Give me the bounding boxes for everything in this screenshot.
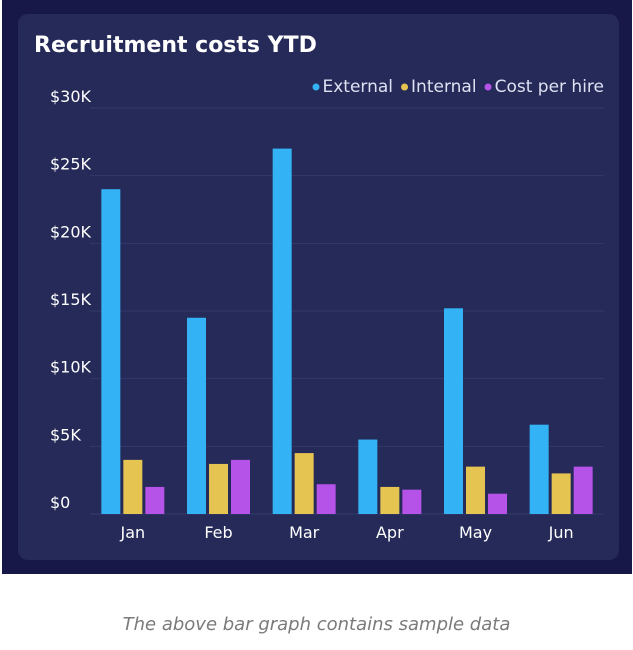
y-tick-label: $20K — [50, 222, 92, 241]
y-tick-label: $0 — [50, 493, 70, 512]
chart-title: Recruitment costs YTD — [34, 33, 317, 58]
bar-cost-per-hire-mar — [316, 484, 336, 514]
legend-label: Internal — [411, 77, 477, 97]
chart-caption: The above bar graph contains sample data — [122, 614, 511, 635]
legend-dot — [484, 83, 492, 91]
bar-cost-per-hire-may — [488, 493, 507, 514]
bar-internal-may — [466, 466, 485, 514]
y-tick-label: $25K — [50, 155, 92, 174]
bar-internal-feb — [209, 463, 228, 514]
bar-external-feb — [187, 317, 206, 514]
x-tick-label: May — [459, 523, 492, 542]
bar-chart: Recruitment costs YTD $0$5K$10K$15K$20K$… — [34, 33, 604, 542]
bar-external-may — [444, 308, 463, 514]
bar-internal-mar — [294, 453, 314, 514]
y-tick-label: $10K — [50, 358, 92, 377]
bar-internal-jun — [551, 473, 571, 514]
legend-item: Internal — [401, 77, 477, 97]
chart-frame: Recruitment costs YTD $0 $5K $10K $15K $20K $… — [2, 0, 632, 574]
x-axis-ticks: Jan Feb Mar Apr May Jun — [119, 523, 573, 542]
bar-cost-per-hire-feb — [231, 459, 250, 514]
y-tick-label: $5K — [50, 425, 81, 444]
y-tick-label: $15K — [50, 290, 92, 309]
chart-card: Recruitment costs YTD $0 $5K $10K $15K $20K $… — [18, 14, 619, 560]
bar-cost-per-hire-apr — [402, 489, 422, 514]
legend-label: External — [323, 77, 394, 97]
bar-external-jan — [101, 189, 121, 514]
legend-dot — [401, 83, 409, 91]
legend-item: External — [312, 77, 394, 97]
legend: External Internal Cost per hire — [312, 77, 604, 97]
bars — [101, 148, 593, 514]
bar-cost-per-hire-jun — [573, 466, 593, 514]
y-axis-ticks: $0 $5K $10K $15K $20K $25K $30K — [50, 87, 92, 512]
legend-item: Cost per hire — [484, 77, 604, 97]
x-tick-label: Apr — [376, 523, 404, 542]
y-tick-label: $30K — [50, 87, 92, 106]
bar-internal-jan — [123, 459, 143, 514]
x-tick-label: Jan — [119, 523, 145, 542]
bar-cost-per-hire-jan — [145, 486, 165, 514]
x-tick-label: Feb — [204, 523, 232, 542]
x-tick-label: Jun — [548, 523, 574, 542]
grid-lines — [90, 107, 604, 515]
bar-external-apr — [358, 439, 378, 514]
bar-internal-apr — [380, 486, 400, 514]
legend-dot — [312, 83, 320, 91]
legend-label: Cost per hire — [495, 77, 604, 97]
bar-external-jun — [529, 424, 549, 514]
bar-external-mar — [272, 148, 292, 514]
x-tick-label: Mar — [289, 523, 320, 542]
